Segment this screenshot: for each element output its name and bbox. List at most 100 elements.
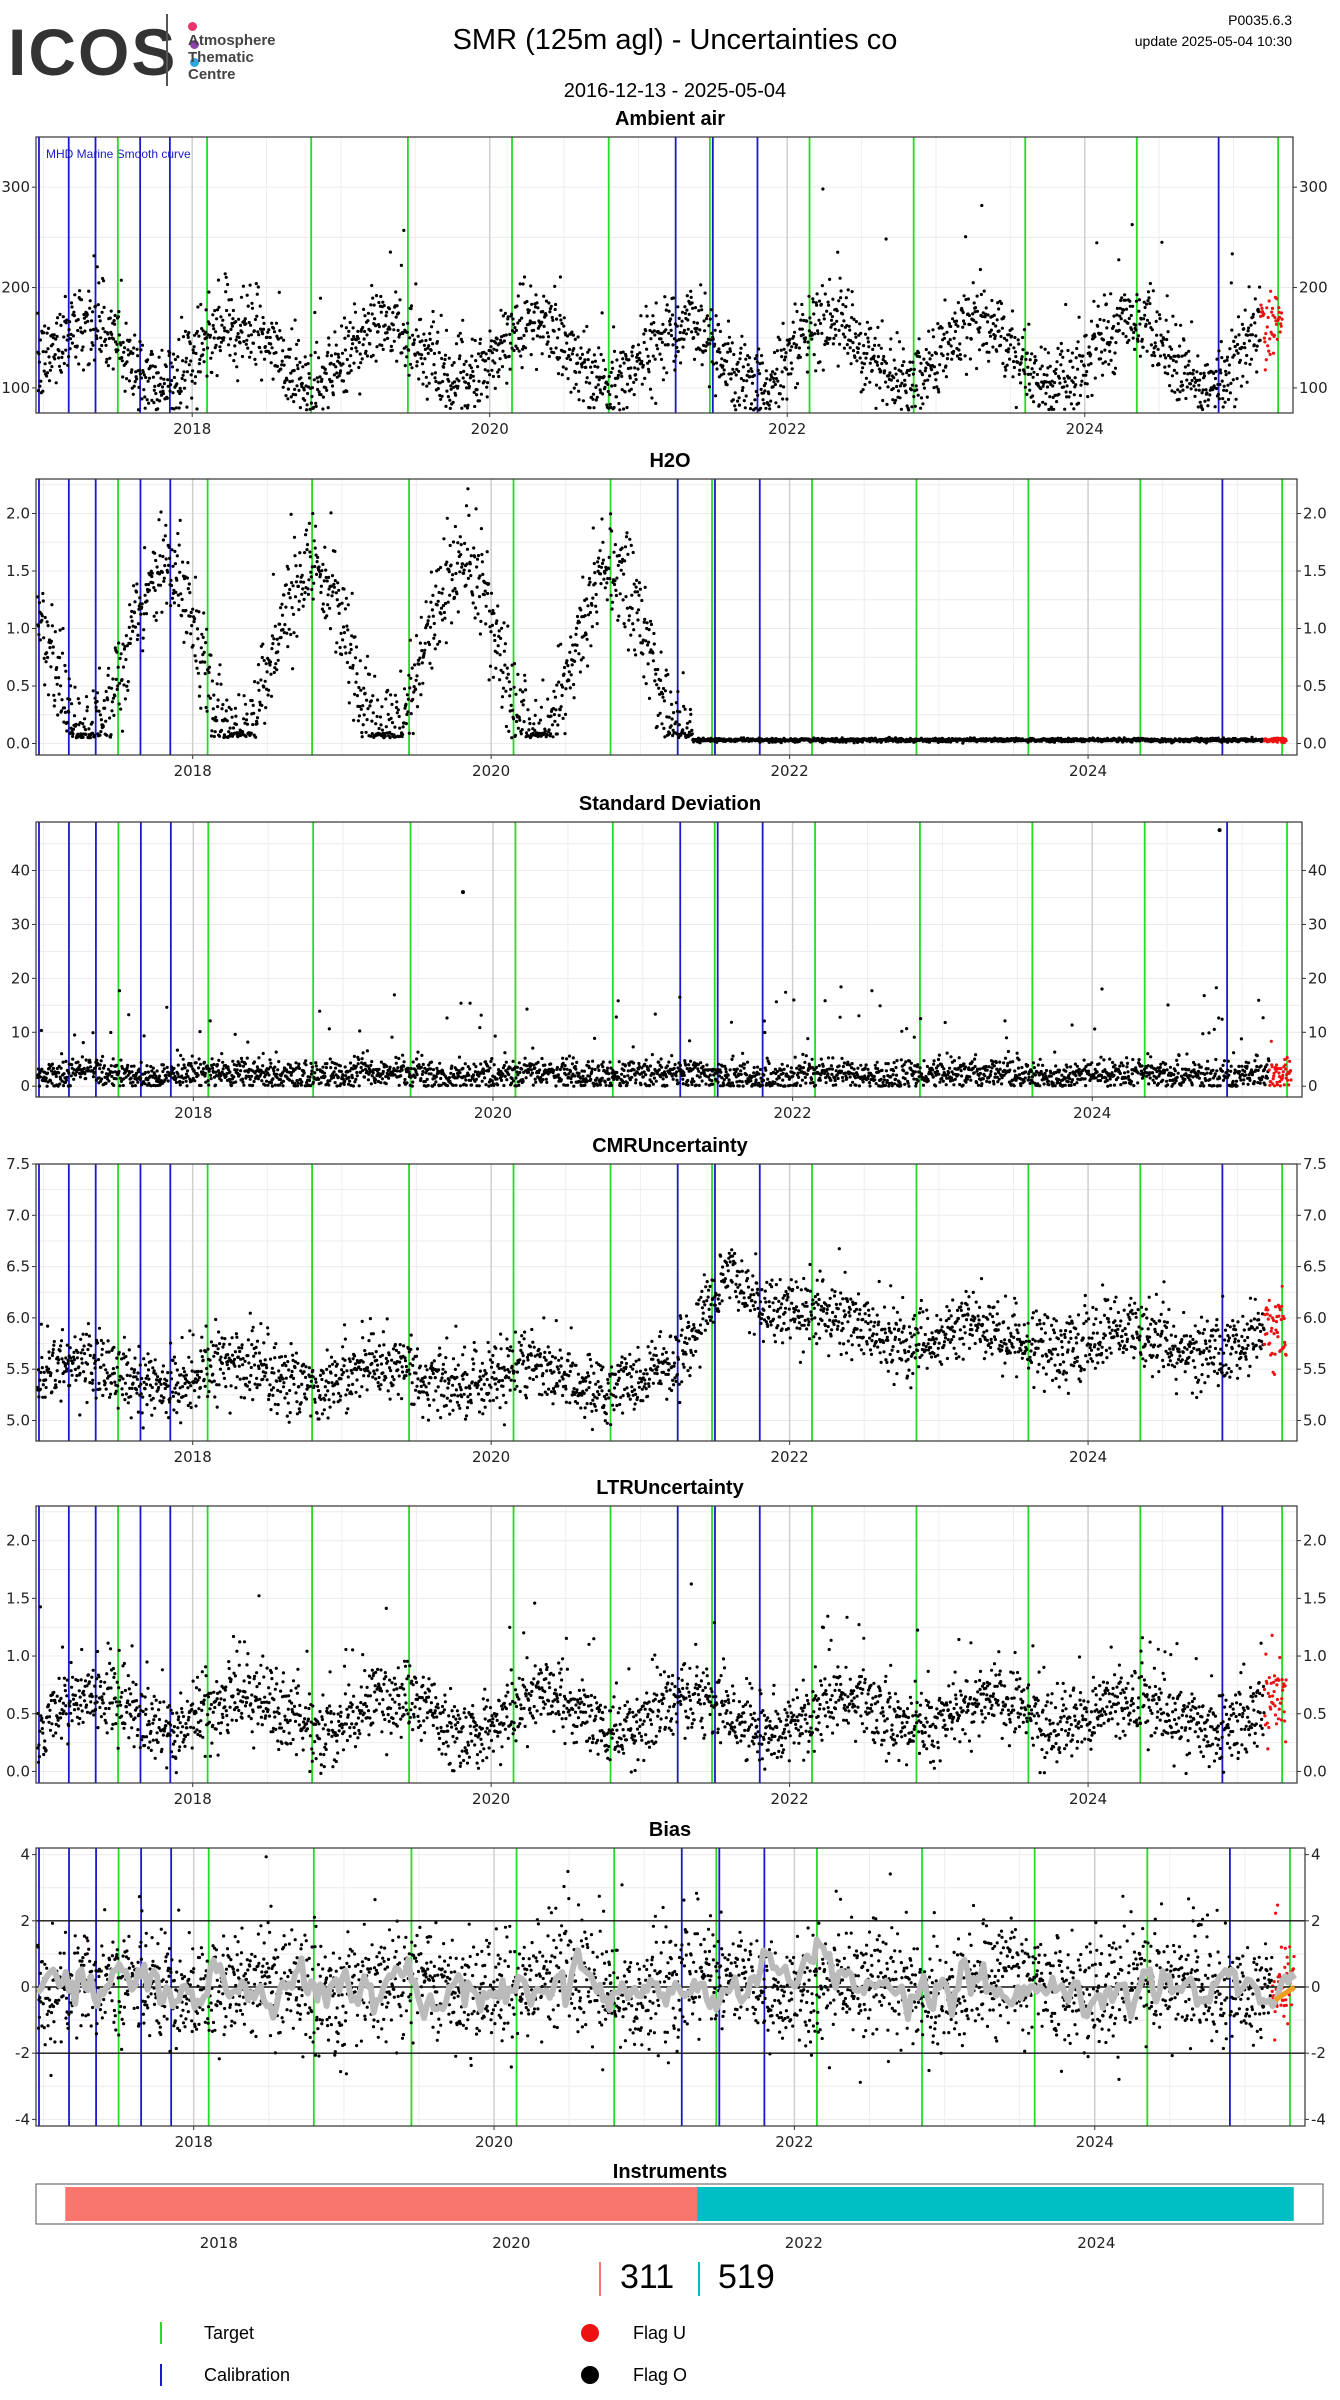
flag-o-point — [293, 318, 297, 322]
flag-o-point — [884, 361, 889, 365]
flag-o-point — [674, 339, 678, 343]
flag-o-point — [42, 331, 46, 335]
flag-o-point — [155, 565, 159, 569]
flag-o-point — [286, 645, 290, 649]
flag-o-point — [662, 699, 667, 703]
flag-o-point — [508, 332, 512, 336]
flag-o-point — [40, 618, 44, 623]
flag-o-point — [189, 632, 193, 636]
flag-o-point — [136, 408, 141, 412]
flag-o-point — [321, 395, 325, 399]
flag-o-point — [823, 342, 827, 347]
flag-o-point — [35, 595, 40, 599]
flag-o-point — [618, 364, 622, 368]
flag-o-point — [829, 325, 833, 329]
flag-o-point — [621, 350, 625, 354]
flag-o-point — [786, 372, 791, 376]
flag-o-point — [227, 730, 231, 734]
flag-o-point — [121, 642, 125, 646]
flag-o-point — [743, 406, 747, 410]
flag-o-point — [324, 386, 328, 390]
flag-o-point — [124, 634, 128, 638]
flag-o-point — [560, 373, 564, 377]
flag-o-point — [162, 579, 166, 583]
flag-o-point — [832, 336, 836, 340]
flag-o-point — [52, 704, 56, 708]
flag-o-point — [652, 321, 656, 325]
flag-o-point — [612, 325, 616, 329]
flag-o-point — [569, 390, 573, 394]
flag-o-point — [225, 719, 229, 723]
flag-o-point — [504, 724, 508, 729]
flag-o-point — [159, 376, 163, 380]
flag-o-point — [215, 374, 219, 378]
flag-o-point — [687, 312, 691, 316]
flag-o-point — [1071, 380, 1075, 384]
flag-o-point — [1131, 336, 1135, 340]
flag-o-point — [327, 575, 331, 580]
flag-o-point — [173, 357, 177, 362]
flag-o-point — [376, 698, 380, 702]
flag-o-point — [1224, 369, 1228, 373]
flag-o-point — [723, 342, 727, 346]
flag-o-point — [583, 358, 587, 362]
flag-o-point — [89, 328, 93, 332]
flag-o-point — [1173, 354, 1177, 358]
flag-o-point — [64, 669, 68, 673]
flag-o-point — [301, 365, 305, 369]
flag-o-point — [238, 341, 242, 345]
flag-o-point — [139, 612, 143, 616]
flag-o-point — [99, 349, 103, 353]
flag-o-point — [677, 723, 681, 727]
flag-o-point — [437, 351, 441, 355]
flag-o-point — [76, 328, 80, 333]
flag-o-point — [72, 314, 76, 318]
flag-o-point — [554, 346, 558, 350]
flag-o-point — [179, 401, 183, 405]
flag-o-point — [1058, 381, 1062, 385]
flag-o-point — [631, 344, 635, 348]
flag-o-point — [302, 388, 306, 392]
flag-o-point — [560, 321, 564, 326]
flag-o-point — [836, 250, 840, 254]
flag-o-point — [165, 601, 169, 605]
flag-o-point — [142, 373, 146, 377]
flag-o-point — [348, 364, 352, 368]
flag-o-point — [440, 591, 444, 595]
flag-o-point — [1252, 343, 1256, 347]
flag-o-point — [118, 681, 122, 685]
flag-o-point — [740, 334, 744, 338]
flag-o-point — [415, 674, 419, 678]
flag-o-point — [625, 606, 630, 610]
flag-o-point — [597, 378, 601, 382]
flag-o-point — [1153, 354, 1157, 358]
flag-o-point — [432, 351, 437, 356]
flag-o-point — [245, 338, 249, 342]
flag-o-point — [861, 388, 865, 392]
flag-o-point — [362, 337, 366, 341]
flag-o-point — [412, 338, 416, 342]
flag-o-point — [42, 656, 46, 661]
flag-o-point — [427, 381, 431, 385]
flag-o-point — [380, 728, 384, 732]
flag-o-point — [176, 593, 180, 597]
flag-o-point — [760, 361, 765, 365]
flag-o-point — [234, 722, 238, 727]
flag-o-point — [109, 686, 114, 690]
flag-o-point — [83, 329, 87, 333]
flag-o-point — [207, 665, 212, 669]
flag-o-point — [1145, 349, 1149, 353]
x-tick-label: 2018 — [173, 420, 211, 438]
flag-o-point — [352, 302, 357, 306]
flag-o-point — [699, 304, 703, 308]
flag-o-point — [202, 611, 206, 615]
flag-o-point — [315, 560, 319, 564]
flag-o-point — [447, 356, 451, 360]
flag-o-point — [952, 349, 956, 354]
flag-o-point — [1168, 384, 1172, 388]
flag-o-point — [417, 682, 421, 686]
flag-o-point — [712, 362, 716, 366]
flag-o-point — [356, 719, 360, 723]
flag-o-point — [114, 677, 118, 682]
flag-o-point — [122, 683, 126, 687]
